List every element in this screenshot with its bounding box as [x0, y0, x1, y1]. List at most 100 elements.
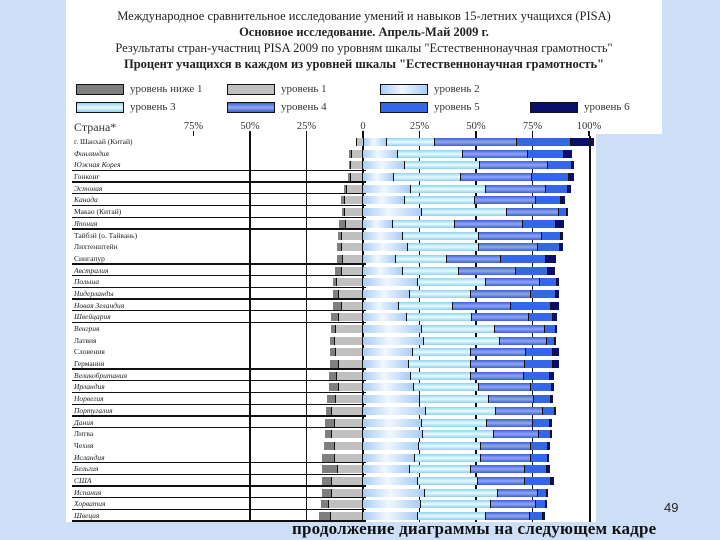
country-label: Хорватия: [74, 499, 106, 509]
bar-segment-level-5: [525, 476, 551, 485]
bar-segment-level-6: [547, 465, 551, 474]
bar-segment-level-4: [462, 149, 528, 158]
bar-segment-level-6: [564, 149, 572, 158]
bar-segment-level-2: [362, 453, 416, 462]
bar-segment-level-3: [394, 173, 461, 182]
bar-segment-level-1: [331, 406, 363, 415]
bar-segment-level-4: [490, 500, 536, 509]
bar-segment-level-b1: [319, 512, 332, 520]
bar-segment-level-5: [546, 184, 568, 193]
bar-segment-level-4: [434, 138, 517, 146]
bar-segment-level-6: [543, 512, 546, 520]
bar-segment-level-4: [495, 325, 545, 333]
chart-row: Дания: [66, 417, 596, 429]
chart-row: Чехия: [66, 440, 596, 452]
stacked-bar: [337, 254, 557, 263]
x-tick-mark: [192, 131, 195, 136]
bar-segment-level-4: [470, 465, 526, 474]
country-label: Япония: [74, 218, 98, 228]
bar-segment-level-3: [424, 336, 501, 345]
bar-segment-level-b1: [322, 465, 339, 474]
chart-row: США: [66, 475, 596, 487]
bar-segment-level-3: [393, 219, 455, 228]
country-column-header: Страна*: [74, 120, 117, 134]
bar-segment-level-b1: [322, 453, 335, 462]
bar-segment-level-2: [362, 325, 422, 333]
bar-segment-level-3: [408, 243, 479, 252]
bar-segment-level-2: [362, 336, 425, 345]
chart-row: Германия: [66, 358, 596, 370]
stacked-bar: [328, 383, 555, 392]
bar-segment-level-3: [423, 430, 494, 439]
bar-segment-level-6: [549, 371, 555, 380]
x-tick-mark: [418, 131, 421, 136]
x-tick-label: 25%: [409, 121, 430, 132]
continuation-note: продолжение диаграммы на следующем кадре: [292, 519, 657, 538]
legend-item-level3: уровень 3: [76, 100, 176, 114]
country-label: Южная Корея: [74, 160, 121, 170]
bar-segment-level-3: [419, 441, 482, 450]
bar-segment-level-6: [546, 254, 557, 263]
bar-segment-level-6: [557, 278, 559, 287]
bar-segment-level-2: [362, 371, 411, 380]
bar-segment-level-4: [493, 430, 540, 439]
bar-segment-level-b1: [331, 313, 339, 322]
x-tick-mark: [249, 131, 251, 136]
country-label: Исландия: [74, 452, 105, 462]
bar-segment-level-4: [486, 418, 534, 427]
bar-segment-level-6: [567, 184, 572, 193]
bar-segment-level-1: [356, 138, 364, 146]
bar-segment-level-2: [362, 348, 413, 357]
x-tick-label: 75%: [522, 121, 543, 132]
bar-segment-level-3: [402, 266, 460, 275]
chart-row: Япония: [66, 218, 596, 230]
bar-segment-level-5: [532, 173, 570, 182]
legend-swatch: [380, 101, 428, 113]
stacked-bar: [325, 406, 555, 415]
bar-segment-level-1: [337, 371, 363, 380]
x-tick-label: 0: [360, 121, 366, 132]
chart-row: г. Шанхай (Китай): [66, 136, 596, 148]
bar-segment-level-4: [471, 348, 527, 357]
bar-segment-level-1: [347, 184, 363, 193]
chart-row: Хорватия: [66, 498, 596, 510]
bar-segment-level-2: [362, 512, 419, 520]
bar-segment-level-3: [409, 289, 472, 298]
bar-segment-level-2: [362, 149, 398, 158]
bar-segment-level-5: [501, 254, 546, 263]
stacked-bar: [321, 500, 547, 509]
stacked-bar: [344, 184, 572, 193]
bar-segment-level-5: [510, 301, 551, 310]
country-label: Норвегия: [74, 394, 104, 404]
bar-segment-level-3: [407, 313, 472, 322]
bar-segment-level-5: [531, 383, 552, 392]
bar-segment-level-3: [414, 383, 479, 392]
legend-label: уровень 3: [130, 101, 176, 113]
bar-segment-level-2: [362, 406, 427, 415]
bar-segment-level-1: [331, 488, 363, 497]
x-tick-label: 50%: [466, 121, 486, 132]
bar-segment-level-2: [362, 243, 409, 252]
bar-segment-level-3: [397, 149, 463, 158]
bar-segment-level-4: [506, 208, 559, 217]
chart-row: Швеция: [66, 510, 596, 522]
bar-segment-level-3: [426, 406, 497, 415]
bar-segment-level-3: [403, 231, 479, 240]
bar-segment-level-5: [537, 243, 561, 252]
bar-segment-level-1: [339, 289, 363, 298]
chart-row: Бельгия: [66, 463, 596, 475]
country-label: Словения: [74, 347, 105, 357]
bar-segment-level-1: [334, 336, 363, 345]
bar-segment-level-4: [498, 488, 538, 497]
bar-segment-level-1: [345, 196, 363, 205]
bar-segment-level-2: [362, 278, 419, 287]
bar-segment-level-5: [530, 289, 557, 298]
bar-segment-level-b1: [325, 418, 336, 427]
bar-segment-level-3: [415, 453, 482, 462]
bar-segment-level-2: [362, 488, 426, 497]
chart-row: Финляндия: [66, 148, 596, 160]
stacked-bar: [334, 266, 556, 275]
stacked-bar: [341, 208, 568, 217]
chart-row: Тайбэй (о. Тайвань): [66, 230, 596, 242]
bar-segment-level-1: [334, 453, 363, 462]
